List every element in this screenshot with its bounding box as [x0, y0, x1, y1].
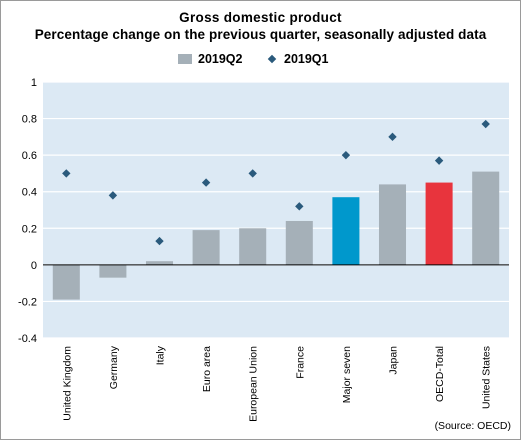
legend-bar-swatch — [178, 54, 192, 64]
marker-point — [481, 119, 490, 129]
bar — [192, 230, 220, 265]
marker-point — [201, 178, 211, 187]
legend-item-2019q2: 2019Q2 — [178, 52, 242, 66]
marker-point — [341, 150, 351, 160]
source-note: (Source: OECD) — [434, 420, 511, 432]
legend: 2019Q2 2019Q1 — [0, 52, 521, 70]
x-tick-label: European Union — [248, 346, 260, 422]
bar — [285, 220, 313, 265]
legend-label-2019q1: 2019Q1 — [284, 52, 329, 66]
x-tick-label: Japan — [388, 346, 400, 375]
bar — [332, 197, 360, 265]
y-tick-label: 0.2 — [22, 223, 37, 235]
y-tick-label: 1 — [31, 77, 37, 89]
chart-subtitle: Percentage change on the previous quarte… — [34, 27, 487, 42]
y-tick-label: -0.4 — [18, 333, 37, 345]
marker-point — [62, 169, 71, 178]
marker-point — [155, 236, 164, 246]
bar — [52, 264, 80, 300]
x-tick-label: United States — [481, 346, 493, 409]
y-tick-label: 0.8 — [22, 114, 37, 126]
x-tick-label: Italy — [155, 345, 167, 365]
legend-item-2019q1: 2019Q1 — [266, 52, 328, 66]
chart-title: Gross domestic product — [179, 10, 342, 25]
y-tick-label: 0 — [31, 260, 37, 272]
marker-point — [248, 169, 257, 178]
bar — [145, 261, 174, 265]
legend-label-2019q2: 2019Q2 — [198, 52, 243, 66]
y-tick-label: -0.2 — [18, 296, 37, 308]
y-tick-label: 0.4 — [22, 187, 37, 199]
x-tick-label: United Kingdom — [61, 346, 73, 421]
x-tick-label: France — [294, 346, 306, 379]
marker-point — [295, 202, 304, 211]
marker-point — [434, 156, 444, 165]
bar — [472, 171, 500, 265]
marker-point — [108, 191, 118, 200]
x-tick-label: Germany — [108, 345, 120, 389]
x-tick-label: Major seven — [341, 346, 353, 403]
bar — [239, 228, 267, 265]
bar — [378, 184, 407, 265]
x-tick-label: OECD-Total — [434, 346, 446, 402]
x-tick-label: Euro area — [201, 346, 213, 392]
y-tick-label: 0.6 — [22, 150, 37, 162]
marker-point — [388, 132, 397, 142]
bar — [99, 264, 127, 278]
bar — [425, 182, 453, 265]
